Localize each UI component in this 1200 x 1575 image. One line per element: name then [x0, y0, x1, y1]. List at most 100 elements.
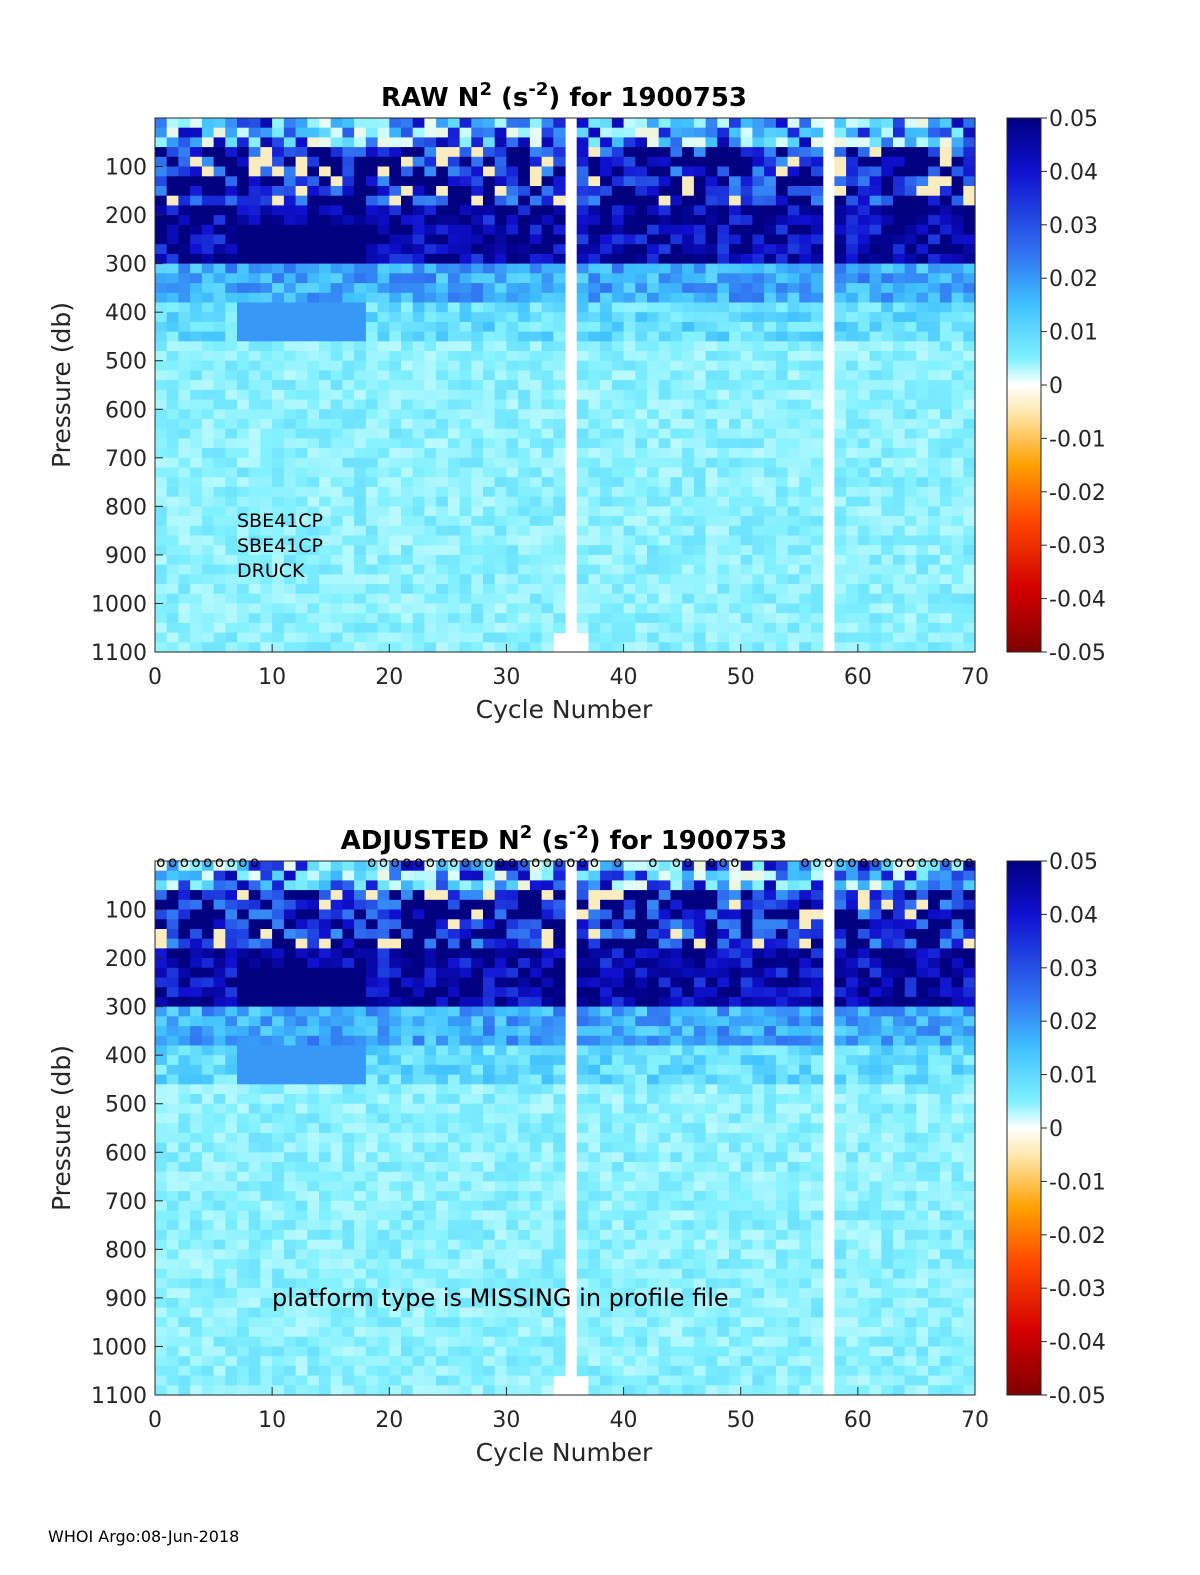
heat-cell	[799, 118, 812, 129]
heat-cell	[213, 516, 226, 527]
heat-cell	[963, 118, 976, 129]
heat-cell	[447, 428, 461, 439]
heat-cell	[588, 642, 601, 653]
heat-cell	[471, 584, 484, 595]
heat-cell	[319, 1200, 332, 1212]
heat-cell	[225, 1336, 238, 1347]
heat-cell	[693, 486, 707, 498]
heat-cell	[459, 302, 472, 313]
heat-cell	[248, 909, 261, 920]
heat-cell	[494, 351, 507, 362]
heat-cell	[155, 399, 168, 410]
heat-cell	[155, 909, 168, 920]
heat-cell	[178, 1103, 191, 1114]
heat-cell	[213, 545, 226, 556]
heat-cell	[295, 215, 308, 226]
heat-cell	[635, 613, 648, 624]
heat-cell	[190, 224, 203, 236]
heat-cell	[319, 1336, 332, 1347]
heat-cell	[412, 244, 425, 255]
heat-cell	[201, 263, 215, 274]
heat-cell	[225, 642, 238, 653]
heat-cell	[717, 283, 730, 294]
heat-cell	[389, 880, 402, 891]
heat-cell	[447, 419, 461, 430]
heat-cell	[529, 341, 543, 352]
heat-cell	[190, 1210, 203, 1221]
heat-cell	[916, 360, 929, 371]
heat-cell	[939, 467, 953, 478]
heat-cell	[447, 370, 461, 381]
heat-cell	[365, 622, 379, 634]
heat-cell	[295, 409, 308, 420]
heat-cell	[237, 1327, 250, 1338]
heat-cell	[342, 1336, 355, 1347]
heat-cell	[963, 224, 976, 236]
heat-cell	[213, 448, 226, 459]
heat-cell	[354, 1103, 367, 1114]
heat-cell	[190, 1220, 203, 1231]
heat-cell	[775, 253, 789, 265]
heat-cell	[775, 506, 789, 517]
heat-cell	[283, 1084, 297, 1095]
heat-cell	[190, 1278, 203, 1289]
heat-cell	[483, 234, 496, 245]
heat-cell	[295, 341, 308, 352]
heat-cell	[682, 351, 695, 362]
heat-cell	[260, 899, 273, 911]
heat-cell	[904, 554, 917, 566]
heat-cell	[588, 516, 601, 527]
heat-cell	[201, 1249, 215, 1260]
heat-cell	[811, 564, 824, 575]
heat-cell	[834, 554, 847, 566]
heat-cell	[740, 564, 753, 575]
heat-cell	[412, 186, 425, 197]
heat-cell	[939, 622, 953, 634]
heat-cell	[553, 118, 566, 129]
heat-cell	[881, 457, 894, 469]
heat-cell	[483, 244, 496, 255]
heat-cell	[787, 166, 800, 177]
heat-cell	[939, 370, 953, 381]
heat-cell	[693, 632, 707, 643]
heat-cell	[729, 331, 742, 342]
heat-cell	[155, 127, 168, 138]
heat-cell	[635, 283, 648, 294]
heat-cell	[881, 127, 894, 138]
heat-cell	[248, 880, 261, 891]
heat-cell	[330, 1229, 343, 1241]
heat-cell	[166, 899, 179, 911]
heat-cell	[576, 137, 589, 148]
heat-cell	[846, 292, 859, 304]
heat-cell	[647, 253, 660, 265]
heat-cell	[295, 1375, 308, 1386]
heat-cell	[658, 535, 671, 546]
heat-cell	[342, 1035, 355, 1047]
heat-cell	[201, 938, 215, 949]
heat-cell	[342, 593, 355, 604]
heat-cell	[963, 292, 976, 304]
heat-cell	[272, 506, 285, 517]
heat-cell	[178, 516, 191, 527]
heat-cell	[272, 341, 285, 352]
heat-cell	[190, 195, 203, 206]
heat-cell	[248, 195, 261, 206]
heat-cell	[155, 1365, 168, 1377]
heat-cell	[600, 321, 613, 333]
heat-cell	[213, 870, 226, 881]
heat-cell	[283, 302, 297, 313]
heat-cell	[518, 506, 531, 517]
heat-cell	[846, 506, 859, 517]
heat-cell	[893, 428, 906, 439]
heat-cell	[248, 1288, 261, 1299]
heat-cell	[916, 312, 929, 323]
heat-cell	[553, 166, 566, 177]
heat-cell	[260, 890, 273, 901]
heat-cell	[518, 448, 531, 459]
heat-cell	[857, 331, 871, 342]
heat-cell	[295, 1142, 308, 1153]
heat-cell	[377, 861, 390, 872]
heat-cell	[307, 613, 320, 624]
heat-cell	[307, 1259, 320, 1270]
heat-cell	[670, 273, 683, 284]
